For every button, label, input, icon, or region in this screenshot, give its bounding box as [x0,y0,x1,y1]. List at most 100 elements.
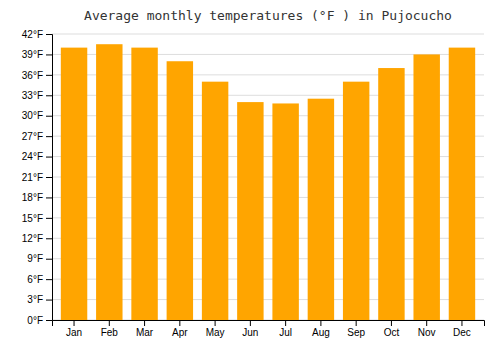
x-axis: Jan Feb Mar Apr May Jun Jul Aug Sep Oct Nov Dec [53,320,485,338]
tick-mark [461,320,462,326]
tick-label: Apr [172,327,188,338]
tick: Jan [66,320,82,338]
tick: 30°F [22,110,52,121]
tick-label: 6°F [27,274,43,285]
tick-mark [356,320,357,326]
axis-line [46,35,53,321]
tick-mark [46,238,52,239]
bar [413,54,439,320]
tick-label: Feb [101,327,119,338]
tick-mark [46,116,52,117]
tick-label: Oct [384,327,400,338]
tick: May [206,320,225,338]
plot-area: 0°F 3°F 6°F 9°F 12°F 15°F 18°F 21°F 24°F 27°F 30°F… [22,29,485,338]
tick-mark [74,320,75,326]
tick-label: 36°F [22,70,43,81]
tick-label: 27°F [22,131,43,142]
tick: Jul [279,320,292,338]
tick-mark [250,320,251,326]
tick: 36°F [22,70,52,81]
axis-line [53,321,485,327]
bar [202,82,228,320]
bar [308,99,334,320]
tick: Aug [312,320,330,338]
tick-mark [320,320,321,326]
tick-mark [46,54,52,55]
tick: 12°F [22,233,52,244]
tick: Dec [453,320,471,338]
tick: Apr [172,320,188,338]
tick-label: Mar [136,327,154,338]
bar [378,68,404,320]
tick-label: Aug [312,327,330,338]
bar [343,82,369,320]
tick: Sep [347,320,365,338]
tick-mark [179,320,180,326]
tick-label: Sep [347,327,365,338]
tick-mark [426,320,427,326]
tick-label: Jun [242,327,258,338]
tick-mark [46,157,52,158]
tick: Feb [101,320,119,338]
bar [131,48,157,320]
tick-mark [46,136,52,137]
tick: 24°F [22,151,52,162]
tick-label: 33°F [22,90,43,101]
tick: Mar [136,320,154,338]
title: Average monthly temperatures (°F ) in Pu… [84,8,452,23]
tick: 39°F [22,49,52,60]
tick-label: 30°F [22,110,43,121]
tick-label: May [206,327,225,338]
chart: 0°F 3°F 6°F 9°F 12°F 15°F 18°F 21°F 24°F 27°F 30°F… [0,0,500,350]
tick: 18°F [22,192,52,203]
tick: 9°F [27,253,52,264]
tick-label: Jul [279,327,292,338]
tick-mark [46,320,52,321]
tick: 15°F [22,213,52,224]
tick-label: 39°F [22,49,43,60]
bar [272,103,298,320]
tick-label: 15°F [22,213,43,224]
bar [61,48,87,320]
grid-line [52,34,484,35]
bar [96,44,122,320]
tick-label: 42°F [22,29,43,40]
tick: Oct [384,320,400,338]
tick: Jun [242,320,258,338]
tick-label: 0°F [27,315,43,326]
tick-label: Nov [418,327,436,338]
tick-mark [46,177,52,178]
tick-mark [46,34,52,35]
tick-mark [215,320,216,326]
tick-label: 12°F [22,233,43,244]
tick-label: Dec [453,327,471,338]
tick-label: 24°F [22,151,43,162]
tick-mark [46,218,52,219]
tick-mark [285,320,286,326]
bars [61,44,475,320]
tick-mark [144,320,145,326]
tick-mark [46,197,52,198]
tick: 6°F [27,274,52,285]
tick-mark [46,75,52,76]
tick: 0°F [27,315,52,326]
tick: Nov [418,320,436,338]
tick-label: 3°F [27,294,43,305]
tick-mark [109,320,110,326]
bar [167,61,193,320]
tick: 27°F [22,131,52,142]
tick-label: 9°F [27,253,43,264]
tick-mark [46,95,52,96]
tick-label: 21°F [22,172,43,183]
tick: 3°F [27,294,52,305]
tick-mark [391,320,392,326]
tick-label: Jan [66,327,82,338]
tick-label: 18°F [22,192,43,203]
tick: 42°F [22,29,52,40]
bar [237,102,263,320]
tick: 21°F [22,172,52,183]
bar [449,48,475,320]
tick-mark [46,300,52,301]
grid [52,34,484,320]
tick-mark [46,259,52,260]
